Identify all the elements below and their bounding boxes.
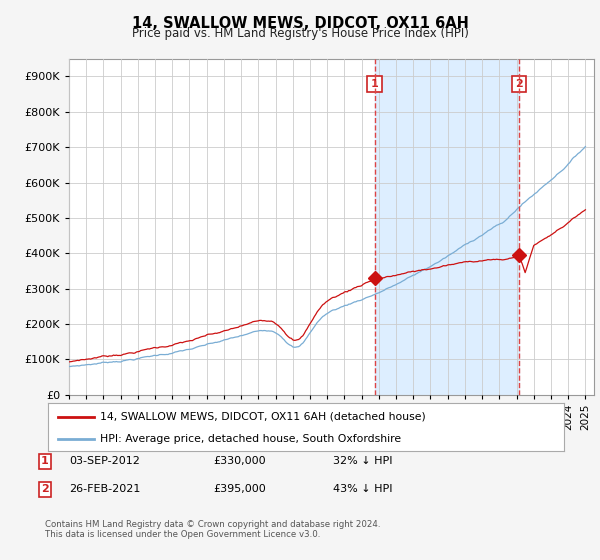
Text: 03-SEP-2012: 03-SEP-2012 [69, 456, 140, 466]
Text: £330,000: £330,000 [213, 456, 266, 466]
Text: Contains HM Land Registry data © Crown copyright and database right 2024.
This d: Contains HM Land Registry data © Crown c… [45, 520, 380, 539]
Text: 43% ↓ HPI: 43% ↓ HPI [333, 484, 392, 494]
Bar [374, 59, 519, 395]
Text: 2: 2 [515, 79, 523, 89]
Text: £395,000: £395,000 [213, 484, 266, 494]
Text: 14, SWALLOW MEWS, DIDCOT, OX11 6AH (detached house): 14, SWALLOW MEWS, DIDCOT, OX11 6AH (deta… [100, 412, 425, 422]
Text: 32% ↓ HPI: 32% ↓ HPI [333, 456, 392, 466]
Text: 1: 1 [41, 456, 49, 466]
Text: 1: 1 [371, 79, 379, 89]
Text: Price paid vs. HM Land Registry's House Price Index (HPI): Price paid vs. HM Land Registry's House … [131, 27, 469, 40]
Text: HPI: Average price, detached house, South Oxfordshire: HPI: Average price, detached house, Sout… [100, 434, 401, 444]
Text: 26-FEB-2021: 26-FEB-2021 [69, 484, 140, 494]
Text: 2: 2 [41, 484, 49, 494]
Text: 14, SWALLOW MEWS, DIDCOT, OX11 6AH: 14, SWALLOW MEWS, DIDCOT, OX11 6AH [131, 16, 469, 31]
